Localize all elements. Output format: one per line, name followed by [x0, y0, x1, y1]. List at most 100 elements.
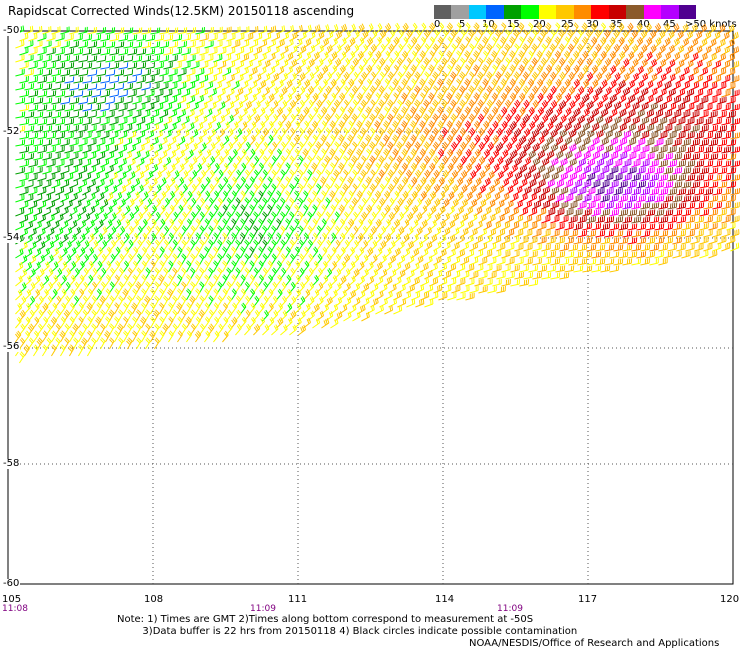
wind-barb — [159, 204, 166, 217]
wind-barb — [270, 225, 277, 238]
wind-barb — [280, 31, 289, 42]
wind-barb — [564, 78, 571, 91]
wind-barb — [486, 29, 493, 42]
wind-barb — [595, 244, 606, 252]
wind-barb — [712, 215, 722, 224]
wind-barb — [78, 274, 85, 287]
wind-barb — [464, 120, 471, 133]
wind-barb — [424, 241, 433, 252]
wind-barb — [708, 52, 717, 63]
wind-barb — [42, 54, 52, 63]
wind-barb — [627, 195, 638, 203]
wind-barb — [82, 309, 88, 322]
wind-barb — [104, 330, 111, 343]
wind-barb — [267, 162, 273, 175]
wind-barb — [514, 228, 524, 238]
wind-barb — [132, 274, 138, 287]
wind-barb — [316, 127, 322, 140]
wind-barb — [487, 199, 496, 210]
wind-barb — [483, 264, 493, 273]
wind-barb — [168, 177, 176, 189]
wind-barb — [150, 82, 160, 91]
wind-barb — [231, 302, 238, 315]
wind-barb — [114, 232, 121, 245]
wind-barb — [450, 141, 458, 154]
wind-barb — [131, 288, 138, 301]
wind-barb — [150, 246, 156, 259]
wind-barb — [721, 242, 731, 252]
wind-barb — [375, 290, 384, 301]
wind-speed-legend — [434, 5, 697, 19]
wind-barb — [285, 79, 293, 91]
wind-barb — [433, 284, 443, 294]
wind-barb — [159, 330, 165, 343]
wind-barb — [325, 225, 331, 238]
wind-barb — [222, 26, 232, 35]
wind-barb — [600, 209, 610, 217]
wind-barb — [55, 186, 65, 196]
wind-barb — [55, 309, 62, 322]
wind-barb — [694, 229, 704, 238]
wind-barb — [162, 309, 169, 322]
wind-barb — [217, 183, 224, 196]
wind-barb — [199, 295, 205, 308]
wind-barb — [618, 223, 629, 231]
wind-barb — [473, 78, 480, 91]
wind-barb — [613, 230, 624, 238]
wind-barb — [46, 240, 55, 252]
wind-barb — [591, 194, 601, 203]
wind-barb — [312, 106, 319, 119]
wind-barb — [631, 130, 641, 140]
wind-barb — [240, 26, 250, 35]
wind-barb — [509, 50, 516, 63]
wind-barb — [235, 323, 242, 336]
wind-barb — [528, 121, 536, 133]
wind-barb — [708, 139, 719, 147]
wind-barb — [15, 248, 24, 259]
wind-barb — [87, 233, 95, 245]
wind-barb — [60, 316, 66, 329]
wind-barb — [55, 118, 66, 126]
wind-barb — [37, 254, 45, 266]
wind-barb — [654, 209, 665, 217]
wind-barb — [473, 92, 480, 105]
wind-barb — [96, 138, 106, 147]
wind-barb — [145, 267, 151, 280]
wind-barb — [113, 316, 120, 329]
wind-barb — [451, 43, 457, 56]
wind-barb — [473, 120, 481, 133]
wind-barb — [226, 183, 233, 196]
wind-barb — [69, 192, 78, 203]
wind-barb — [177, 81, 187, 91]
wind-barb — [127, 34, 138, 42]
wind-barb — [442, 227, 451, 238]
wind-barb — [348, 204, 354, 217]
wind-barb — [87, 41, 98, 49]
wind-barb — [676, 188, 687, 196]
wind-barb — [150, 27, 161, 35]
wind-barb — [222, 330, 229, 343]
wind-barb — [694, 146, 705, 154]
legend-label: 45 — [663, 19, 676, 30]
wind-barb — [460, 213, 469, 224]
wind-barb — [42, 316, 49, 329]
wind-barb — [37, 200, 47, 210]
wind-barb — [258, 288, 265, 301]
wind-barb — [446, 22, 453, 35]
wind-barb — [393, 22, 400, 35]
wind-barb — [100, 76, 111, 84]
wind-barb — [410, 148, 417, 161]
wind-barb — [636, 123, 646, 133]
wind-barb — [640, 145, 650, 154]
wind-barb — [127, 103, 137, 112]
wind-barb — [365, 204, 373, 217]
wind-barb — [312, 65, 320, 77]
wind-barb — [239, 218, 246, 231]
wind-barb — [51, 302, 58, 315]
wind-barb — [82, 212, 91, 224]
wind-barb — [280, 45, 289, 56]
wind-barb — [667, 145, 677, 154]
wind-barb — [105, 83, 116, 91]
wind-barb — [15, 39, 25, 49]
wind-barb — [483, 220, 492, 231]
